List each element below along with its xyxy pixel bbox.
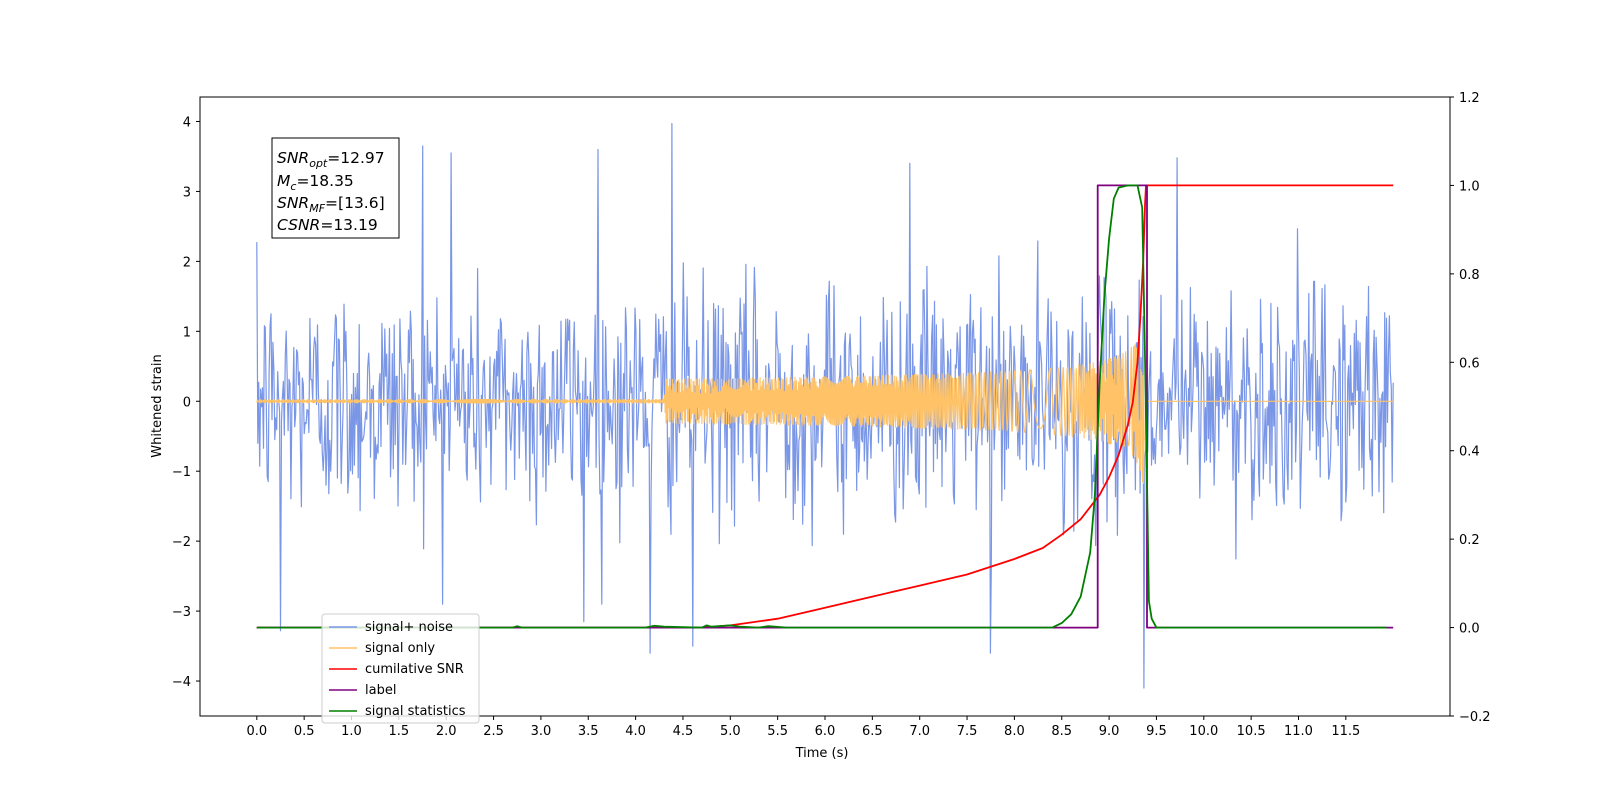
x-tick-label: 2.5 bbox=[483, 724, 504, 739]
series-layer bbox=[256, 123, 1394, 689]
y2-tick-label: 1.2 bbox=[1459, 91, 1480, 106]
y-tick-label: 0 bbox=[183, 395, 191, 410]
x-axis: 0.0 0.5 1.0 1.5 2.0 2.5 3.0 3.5 4.0 4.5 5.0 5.5 6.0 6… bbox=[246, 716, 1360, 739]
x-tick-label: 10.5 bbox=[1237, 724, 1266, 739]
legend-label-label: label bbox=[365, 683, 396, 698]
x-tick-label: 4.0 bbox=[625, 724, 646, 739]
y-axis-left: 4 3 2 1 0 −1 −2 −3 −4 bbox=[172, 115, 200, 690]
x-axis-label: Time (s) bbox=[795, 746, 849, 761]
annotation-frame bbox=[271, 137, 400, 239]
legend: signal+ noise signal only cumilative SNR… bbox=[321, 613, 480, 724]
y2-tick-label: 0.2 bbox=[1459, 533, 1480, 548]
annotation-line-mc: Mc=18.35 bbox=[277, 172, 354, 193]
legend-label-cumulative-snr: cumilative SNR bbox=[365, 662, 464, 677]
x-tick-label: 1.5 bbox=[389, 724, 410, 739]
x-tick-label: 8.0 bbox=[1004, 724, 1025, 739]
x-tick-label: 11.0 bbox=[1284, 724, 1313, 739]
annotation-subscript: opt bbox=[309, 157, 328, 170]
x-tick-label: 0.5 bbox=[294, 724, 315, 739]
annotation-value: =18.35 bbox=[296, 172, 353, 190]
annotation-line-snr-mf: SNRMF=[13.6] bbox=[277, 194, 385, 215]
annotation-value: =[13.6] bbox=[325, 194, 385, 212]
x-tick-label: 2.0 bbox=[436, 724, 457, 739]
y-axis-label: Whitened strain bbox=[150, 354, 165, 457]
x-tick-label: 10.0 bbox=[1189, 724, 1218, 739]
x-tick-label: 5.5 bbox=[767, 724, 788, 739]
y-tick-label: 4 bbox=[183, 115, 191, 130]
series-line-signal-only bbox=[256, 344, 1394, 485]
x-tick-label: 7.5 bbox=[957, 724, 978, 739]
legend-label-signal-noise: signal+ noise bbox=[365, 620, 453, 635]
annotation-symbol: SNR bbox=[277, 149, 309, 167]
x-tick-label: 9.5 bbox=[1146, 724, 1167, 739]
x-tick-label: 5.0 bbox=[720, 724, 741, 739]
y-tick-label: −4 bbox=[172, 675, 191, 690]
annotation-subscript: MF bbox=[309, 202, 325, 215]
y2-tick-label: 0.8 bbox=[1459, 268, 1480, 283]
y-axis-right: 1.2 1.0 0.8 0.6 0.4 0.2 0.0 −0.2 bbox=[1450, 91, 1491, 725]
annotation-box: SNRopt=12.97 Mc=18.35 SNRMF=[13.6] CSNR=… bbox=[271, 137, 400, 239]
x-tick-label: 4.5 bbox=[673, 724, 694, 739]
annotation-value: =13.19 bbox=[320, 216, 377, 234]
y2-tick-label: 1.0 bbox=[1459, 179, 1480, 194]
x-tick-label: 3.0 bbox=[531, 724, 552, 739]
x-tick-label: 9.0 bbox=[1099, 724, 1120, 739]
annotation-subscript: c bbox=[290, 180, 296, 193]
y2-tick-label: 0.4 bbox=[1459, 445, 1480, 460]
annotation-line-csnr: CSNR=13.19 bbox=[277, 216, 378, 234]
legend-frame bbox=[321, 613, 480, 724]
y-tick-label: −3 bbox=[172, 605, 191, 620]
x-tick-label: 3.5 bbox=[578, 724, 599, 739]
y2-tick-label: 0.6 bbox=[1459, 356, 1480, 371]
y2-tick-label: −0.2 bbox=[1459, 710, 1491, 725]
annotation-symbol: M bbox=[277, 172, 290, 190]
x-tick-label: 6.5 bbox=[862, 724, 883, 739]
annotation-value: =12.97 bbox=[327, 149, 384, 167]
x-tick-label: 8.5 bbox=[1051, 724, 1072, 739]
y2-tick-label: 0.0 bbox=[1459, 622, 1480, 637]
y-tick-label: −2 bbox=[172, 535, 191, 550]
annotation-symbol: SNR bbox=[277, 194, 309, 212]
x-tick-label: 7.0 bbox=[909, 724, 930, 739]
legend-label-signal-only: signal only bbox=[365, 641, 435, 656]
legend-label-signal-statistics: signal statistics bbox=[365, 704, 466, 719]
annotation-line-snr-opt: SNRopt=12.97 bbox=[277, 149, 385, 170]
y-tick-label: 3 bbox=[183, 185, 191, 200]
y-tick-label: −1 bbox=[172, 465, 191, 480]
x-tick-label: 11.5 bbox=[1331, 724, 1360, 739]
x-tick-label: 1.0 bbox=[341, 724, 362, 739]
annotation-symbol: CSNR bbox=[277, 216, 320, 234]
y-tick-label: 1 bbox=[183, 325, 191, 340]
x-tick-label: 6.0 bbox=[815, 724, 836, 739]
y-tick-label: 2 bbox=[183, 255, 191, 270]
series-line-signal-statistics bbox=[256, 184, 1387, 629]
x-tick-label: 0.0 bbox=[246, 724, 267, 739]
